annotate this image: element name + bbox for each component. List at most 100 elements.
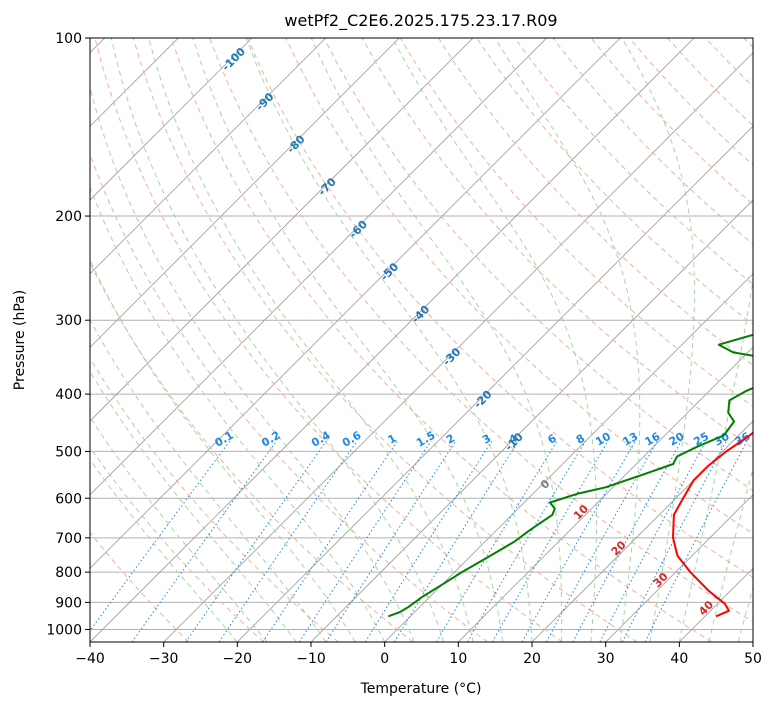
dry-adiabat-label: -50 <box>378 260 401 283</box>
isotherm-line <box>605 494 753 642</box>
y-tick-label: 100 <box>55 31 82 47</box>
mixing-ratio-label: 6 <box>545 431 558 446</box>
moist-adiabat-line <box>391 38 597 642</box>
mixing-ratio-label: 13 <box>621 430 641 449</box>
dry-adiabat-line <box>667 38 753 127</box>
mixing-ratio-line <box>393 440 519 642</box>
mixing-ratio-line <box>90 440 231 632</box>
moist-adiabat-line <box>110 38 445 642</box>
moist-adiabat-line <box>310 38 563 642</box>
mixing-ratio-label: 1.5 <box>414 429 437 450</box>
moist-adiabat-line <box>90 185 386 642</box>
mixing-ratio-label: 0.4 <box>309 429 333 450</box>
y-tick-label: 1000 <box>46 622 82 638</box>
x-tick-label: −30 <box>149 651 179 667</box>
isotherm-line <box>752 641 753 642</box>
dry-adiabat-line <box>90 261 414 642</box>
y-tick-label: 500 <box>55 444 82 460</box>
mixing-ratio-line <box>364 440 493 642</box>
dry-adiabat-line <box>552 38 753 245</box>
dry-adiabat-label: -80 <box>284 132 307 155</box>
moist-adiabat-line <box>90 458 238 642</box>
x-tick-label: −20 <box>223 651 253 667</box>
y-axis-label: Pressure (hPa) <box>12 290 28 390</box>
y-tick-label: 200 <box>55 209 82 225</box>
moist-adiabat-label: 30 <box>651 570 671 590</box>
isotherm-line <box>90 38 253 201</box>
mixing-ratio-line <box>298 440 432 642</box>
dry-adiabat-line <box>94 38 563 642</box>
x-tick-label: 20 <box>523 651 541 667</box>
x-axis-label: Temperature (°C) <box>360 681 482 697</box>
dry-adiabat-label: -30 <box>440 345 463 368</box>
moist-adiabat-line <box>90 258 356 642</box>
mixing-ratio-label: 0.1 <box>213 429 236 450</box>
mixing-ratio-label: 0.6 <box>340 429 364 450</box>
mixing-ratio-line <box>491 440 609 642</box>
mixing-ratio-label: 10 <box>593 430 613 449</box>
dry-adiabat-line <box>132 38 638 642</box>
moist-adiabat-line <box>90 318 327 642</box>
moist-adiabat-label: 40 <box>696 598 716 618</box>
mixing-ratio-line <box>131 440 278 642</box>
y-tick-label: 900 <box>55 595 82 611</box>
dry-adiabat-line <box>209 38 753 623</box>
moist-adiabat-line <box>148 38 474 642</box>
dry-adiabat-label: -10 <box>502 430 525 453</box>
mixing-ratio-label: 0.2 <box>259 429 282 450</box>
moist-adiabat-line <box>90 370 297 642</box>
dry-adiabat-line <box>285 38 753 535</box>
isotherm-line <box>90 38 695 642</box>
moist-adiabat-line <box>678 38 753 642</box>
plot-area: 0.1 0.2 0.4 0.6 1 1.5 2 3 4 6 8 10 13 16 20 25 30 36-100-… <box>90 38 753 642</box>
isotherm-line <box>237 125 753 642</box>
dry-adiabat-label: -70 <box>316 175 339 198</box>
isotherm-line <box>90 38 326 275</box>
dry-adiabat-label: -20 <box>471 388 494 411</box>
dry-adiabat-label: -100 <box>219 45 248 74</box>
chart-title: wetPf2_C2E6.2025.175.23.17.R09 <box>284 11 557 31</box>
mixing-ratio-line <box>185 440 327 642</box>
y-tick-label: 700 <box>55 531 82 547</box>
moist-adiabat-line <box>737 585 753 642</box>
y-tick-label: 300 <box>55 313 82 329</box>
x-tick-label: 30 <box>597 651 615 667</box>
dry-adiabat-label: -60 <box>347 217 370 240</box>
isotherm-line <box>90 38 547 496</box>
dry-adiabat-line <box>90 446 264 642</box>
moist-adiabat-label: 20 <box>609 538 629 558</box>
mixing-ratio-line <box>467 440 586 642</box>
y-tick-label: 400 <box>55 387 82 403</box>
plot-frame <box>89 37 754 643</box>
mixing-ratio-line <box>435 440 558 642</box>
mixing-ratio-line <box>545 440 658 642</box>
isotherm-line <box>90 38 621 569</box>
isotherm-line <box>90 38 474 422</box>
dry-adiabat-line <box>437 38 753 366</box>
x-tick-label: 40 <box>670 651 688 667</box>
isotherm-line <box>384 273 753 642</box>
dry-adiabat-line <box>476 38 753 326</box>
moist-adiabat-line <box>621 38 695 642</box>
dry-adiabat-line <box>90 531 190 642</box>
temperature-profile <box>672 431 753 618</box>
isotherm-line <box>310 199 753 642</box>
mixing-ratio-label: 8 <box>574 432 587 447</box>
mixing-ratio-line <box>644 440 748 642</box>
isotherm-line <box>163 52 753 642</box>
x-tick-label: 0 <box>380 651 389 667</box>
moist-adiabat-label: 10 <box>571 502 591 522</box>
mixing-ratio-label: 20 <box>667 430 687 449</box>
dry-adiabat-label: -90 <box>253 90 276 113</box>
dewpoint-profile <box>387 333 753 618</box>
mixing-ratio-label: 3 <box>480 432 493 447</box>
dry-adiabat-line <box>514 38 753 285</box>
mixing-ratio-label: 16 <box>643 430 663 449</box>
moist-adiabat-line <box>708 466 753 642</box>
x-tick-label: 50 <box>744 651 762 667</box>
dry-adiabat-line <box>90 357 339 642</box>
mixing-ratio-label: 2 <box>444 432 457 447</box>
x-tick-label: −10 <box>296 651 326 667</box>
x-tick-label: 10 <box>449 651 467 667</box>
